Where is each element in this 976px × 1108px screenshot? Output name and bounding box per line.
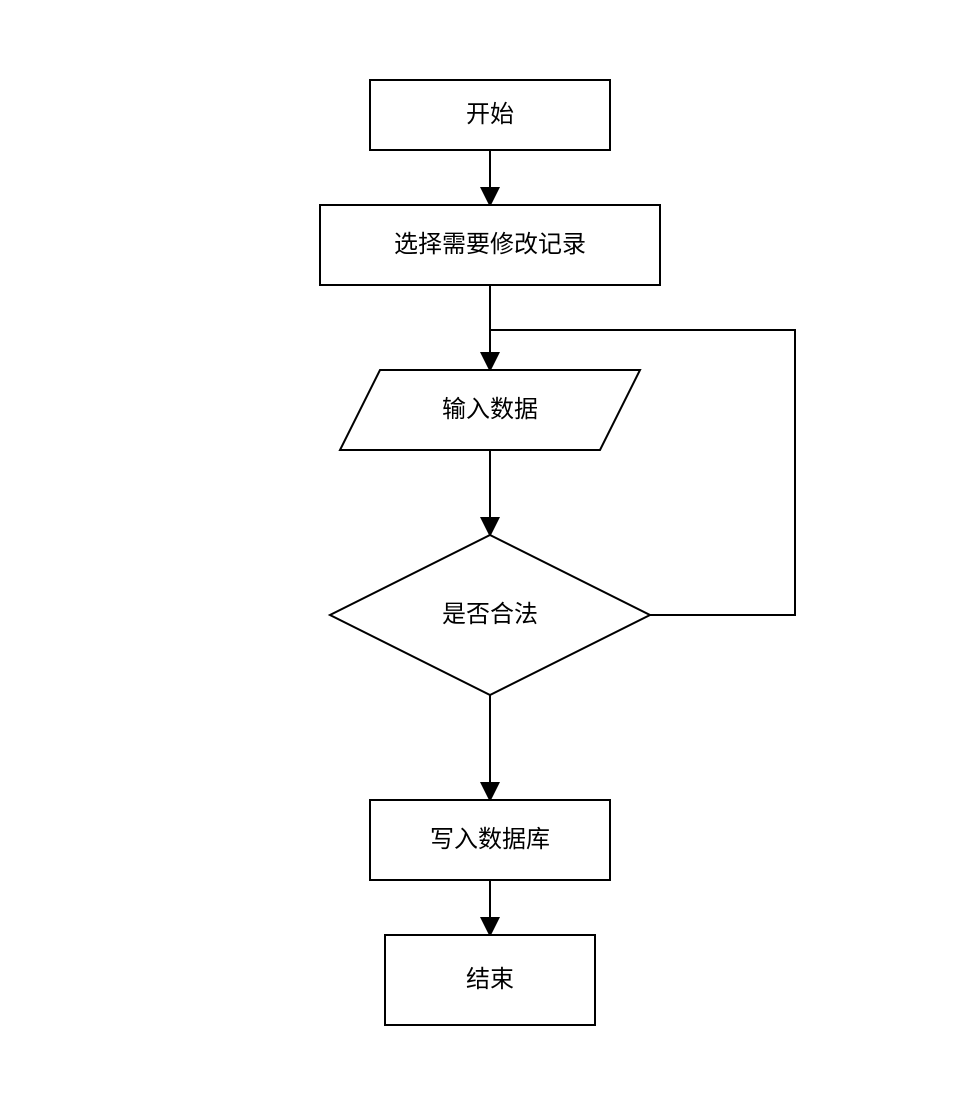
- node-start: 开始: [370, 80, 610, 150]
- node-end: 结束: [385, 935, 595, 1025]
- node-label-write: 写入数据库: [430, 826, 550, 853]
- node-label-select: 选择需要修改记录: [394, 231, 586, 258]
- node-label-input: 输入数据: [442, 396, 538, 423]
- node-select: 选择需要修改记录: [320, 205, 660, 285]
- node-label-check: 是否合法: [442, 601, 538, 628]
- node-check: 是否合法: [330, 535, 650, 695]
- node-label-end: 结束: [466, 966, 514, 993]
- node-write: 写入数据库: [370, 800, 610, 880]
- node-input: 输入数据: [340, 370, 640, 450]
- flowchart-canvas: 开始选择需要修改记录输入数据是否合法写入数据库结束: [0, 0, 976, 1108]
- node-label-start: 开始: [466, 101, 514, 128]
